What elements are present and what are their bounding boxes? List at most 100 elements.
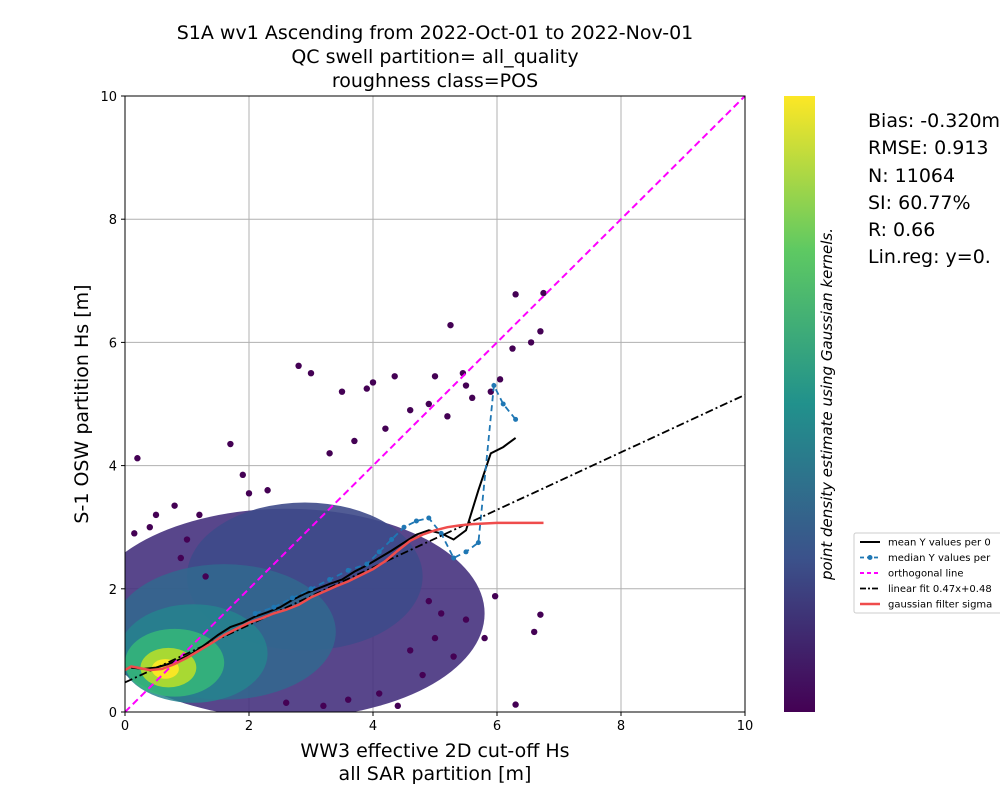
series-marker (451, 555, 457, 561)
scatter-point (171, 502, 178, 509)
scatter-point (338, 388, 346, 395)
scatter-points (131, 289, 547, 710)
scatter-point (462, 382, 470, 389)
stat-r: R: 0.66 (868, 219, 936, 242)
y-tick-label: 4 (109, 460, 117, 475)
scatter-point (444, 413, 451, 420)
scatter-point (407, 406, 414, 414)
stat-bias: Bias: -0.320m (868, 110, 1000, 132)
series-line-4 (125, 521, 544, 672)
scatter-point (295, 362, 302, 370)
scatter-point (419, 671, 426, 679)
scatter-point (537, 328, 544, 335)
series-line-3 (125, 393, 745, 684)
scatter-point (131, 530, 138, 537)
scatter-point (239, 471, 246, 479)
scatter-point (509, 345, 516, 352)
x-tick-label: 4 (369, 719, 377, 734)
x-tick-label: 6 (493, 719, 501, 734)
density-cloud (125, 502, 485, 712)
scatter-point (183, 536, 191, 543)
scatter-point (496, 376, 504, 383)
x-tick-label: 0 (121, 719, 129, 734)
colorbar-label: point density estimate using Gaussian ke… (818, 228, 836, 581)
scatter-point (425, 597, 432, 605)
x-tick-label: 2 (245, 719, 253, 734)
legend-label: orthogonal line (888, 569, 964, 580)
stat-si: SI: 60.77% (868, 191, 971, 214)
x-axis-label-line-2: all SAR partition [m] (339, 763, 532, 785)
scatter-point (245, 490, 253, 497)
legend: mean Y values per 0 median Y values per or… (853, 532, 1000, 614)
y-tick-label: 6 (109, 336, 117, 351)
y-tick-label: 0 (109, 706, 117, 721)
stat-rmse: RMSE: 0.913 (868, 137, 989, 160)
stat-linreg: Lin.reg: y=0. (868, 246, 991, 269)
scatter-point (391, 373, 398, 380)
scatter-point (363, 385, 370, 392)
scatter-point (177, 554, 184, 562)
series-marker (289, 595, 295, 601)
y-tick-label: 10 (100, 90, 117, 105)
series-marker (252, 610, 258, 616)
scatter-point (152, 511, 160, 519)
scatter-point (531, 628, 538, 636)
series-marker (364, 561, 370, 567)
series-lines (125, 96, 745, 712)
stats-panel: Bias: -0.320m RMSE: 0.913 N: 11064 SI: 6… (868, 108, 1000, 272)
scatter-point (431, 634, 439, 642)
scatter-point (202, 573, 209, 580)
scatter-point (307, 370, 315, 377)
scatter-point (425, 400, 432, 408)
series-marker (401, 524, 407, 530)
series-marker (413, 518, 419, 524)
scatter-point (537, 611, 544, 618)
scatter-point (450, 653, 457, 660)
scatter-point (320, 702, 327, 710)
scatter-point (376, 690, 383, 697)
scatter-point (462, 616, 470, 623)
scatter-point (146, 524, 153, 531)
x-tick-label: 8 (617, 719, 625, 734)
series-marker (438, 530, 444, 536)
scatter-point (369, 379, 377, 386)
series-marker (426, 515, 432, 521)
scatter-point (351, 437, 358, 445)
scatter-point (283, 699, 290, 706)
series-marker (491, 383, 497, 389)
scatter-point (394, 702, 401, 710)
scatter-point (481, 634, 488, 642)
series-marker (327, 577, 333, 583)
legend-label: median Y values per (888, 553, 991, 564)
colorbar (784, 96, 815, 712)
legend-label: mean Y values per 0 (888, 538, 991, 549)
series-marker (345, 567, 351, 573)
stat-n: N: 11064 (868, 164, 956, 187)
scatter-point (134, 455, 141, 462)
scatter-point (431, 373, 439, 380)
chart-title-line-2: QC swell partition= all_quality (291, 46, 579, 68)
scatter-point (196, 511, 203, 519)
axes-frame (124, 95, 746, 713)
x-tick-label: 10 (737, 719, 754, 734)
series-marker (376, 549, 382, 555)
chart-title-line-1: S1A wv1 Ascending from 2022-Oct-01 to 20… (176, 22, 694, 44)
scatter-point (469, 394, 476, 402)
x-axis-label-line-1: WW3 effective 2D cut-off Hs (300, 740, 569, 762)
scatter-point (438, 610, 445, 617)
scatter-point (345, 696, 352, 703)
scatter-point (512, 701, 519, 708)
legend-label: gaussian filter sigma (888, 600, 992, 611)
scatter-point (326, 450, 333, 457)
series-marker (500, 401, 506, 407)
scatter-point (527, 339, 535, 346)
scatter-point (540, 289, 547, 297)
scatter-point (264, 487, 271, 494)
series-marker (271, 604, 277, 610)
legend-label: linear fit 0.47x+0.48 (888, 584, 992, 595)
scatter-point (227, 440, 234, 448)
series-marker (475, 540, 481, 546)
series-marker (513, 416, 519, 422)
